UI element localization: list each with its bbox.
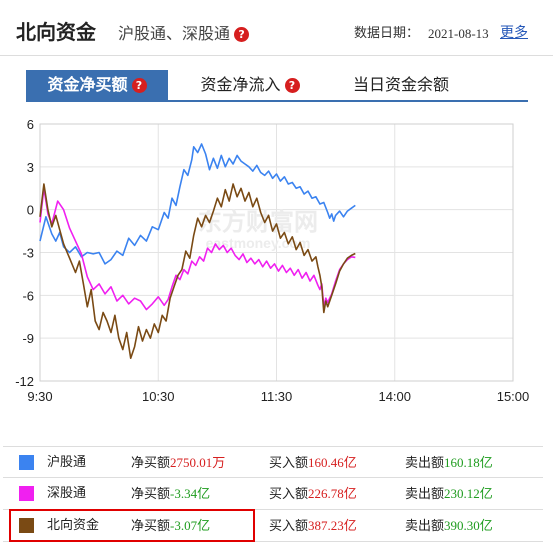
buy-label: 买入额 xyxy=(269,456,309,471)
watermark-en: eastmoney.com xyxy=(206,235,311,251)
y-axis-labels: 6 3 0 -3 -6 -9 -12 xyxy=(15,117,34,389)
buy-value: 387.23亿 xyxy=(308,518,357,533)
net-buy-label: 净买额 xyxy=(131,519,171,534)
sell-amount: 卖出额390.30亿 xyxy=(405,518,493,535)
sell-value: 390.30亿 xyxy=(444,518,493,533)
legend-row-sz: 深股通 净买额-3.34亿 买入额226.78亿 卖出额230.12亿 xyxy=(3,478,543,510)
tab-net-buy[interactable]: 资金净买额? xyxy=(26,70,168,100)
x-tick-label: 9:30 xyxy=(27,389,52,404)
net-buy: 净买额-3.34亿 xyxy=(131,486,210,503)
net-buy-value: -3.07亿 xyxy=(170,518,211,533)
y-tick-label: -9 xyxy=(22,331,34,346)
legend-swatch xyxy=(19,518,34,533)
series-line-沪股通 xyxy=(39,143,356,265)
x-tick-label: 11:30 xyxy=(261,389,293,404)
sell-value: 230.12亿 xyxy=(444,486,493,501)
buy-amount: 买入额160.46亿 xyxy=(269,455,357,472)
legend-name: 深股通 xyxy=(47,486,87,501)
x-tick-label: 14:00 xyxy=(378,389,411,404)
watermark-cn: 东方财富网 xyxy=(198,208,318,236)
sell-amount: 卖出额160.18亿 xyxy=(405,455,493,472)
tab-underline xyxy=(26,100,528,102)
buy-amount: 买入额387.23亿 xyxy=(269,518,357,535)
tab-net-inflow[interactable]: 资金净流入? xyxy=(186,70,314,100)
sell-label: 卖出额 xyxy=(405,487,445,502)
buy-value: 226.78亿 xyxy=(308,486,357,501)
net-buy: 净买额-3.07亿 xyxy=(131,518,210,535)
y-tick-label: -3 xyxy=(22,246,34,261)
y-tick-label: 0 xyxy=(27,203,34,218)
watermark: 东方财富网 eastmoney.com xyxy=(198,208,318,251)
date-label: 数据日期： xyxy=(354,26,420,41)
chart-grid xyxy=(39,123,514,382)
legend-row-north: 北向资金 净买额-3.07亿 买入额387.23亿 卖出额390.30亿 xyxy=(3,510,543,542)
net-buy-label: 净买额 xyxy=(131,456,171,471)
more-link[interactable]: 更多 xyxy=(500,25,528,41)
net-buy-value: -3.34亿 xyxy=(170,486,211,501)
tab-net-buy-label: 资金净买额 xyxy=(47,75,128,94)
legend-name: 沪股通 xyxy=(47,455,87,470)
legend-name: 北向资金 xyxy=(47,518,100,533)
header: 北向资金 沪股通、深股通? 数据日期： 2021-08-13 更多 xyxy=(0,0,553,56)
page-subtitle: 沪股通、深股通? xyxy=(118,24,250,44)
x-tick-label: 15:00 xyxy=(497,389,530,404)
y-tick-label: -12 xyxy=(15,374,34,389)
help-icon[interactable]: ? xyxy=(131,78,147,93)
legend-row-sh: 沪股通 净买额2750.01万 买入额160.46亿 卖出额160.18亿 xyxy=(3,446,543,478)
sell-value: 160.18亿 xyxy=(444,455,493,470)
series-line-深股通 xyxy=(39,187,356,311)
buy-amount: 买入额226.78亿 xyxy=(269,486,357,503)
tab-bar: 资金净买额? 资金净流入? 当日资金余额 xyxy=(0,56,553,104)
y-tick-label: 6 xyxy=(27,117,34,132)
y-tick-label: -6 xyxy=(22,288,34,303)
x-tick-label: 10:30 xyxy=(142,389,175,404)
net-buy-label: 净买额 xyxy=(131,487,171,502)
highlight-box xyxy=(9,509,255,542)
tab-daily-balance-label: 当日资金余额 xyxy=(352,75,449,94)
page-title: 北向资金 xyxy=(16,20,96,44)
buy-label: 买入额 xyxy=(269,519,309,534)
subtitle-text: 沪股通、深股通 xyxy=(118,24,231,43)
help-icon[interactable]: ? xyxy=(234,27,250,42)
sell-label: 卖出额 xyxy=(405,519,445,534)
legend-swatch xyxy=(19,455,34,470)
net-buy-chart[interactable]: 东方财富网 eastmoney.com 6 3 0 -3 -6 -9 -12 9:30 10:… xyxy=(0,104,553,404)
chart-lines xyxy=(39,143,356,359)
sell-amount: 卖出额230.12亿 xyxy=(405,486,493,503)
net-buy-value: 2750.01万 xyxy=(170,455,226,470)
buy-label: 买入额 xyxy=(269,487,309,502)
net-buy: 净买额2750.01万 xyxy=(131,455,225,472)
tab-daily-balance[interactable]: 当日资金余额 xyxy=(336,70,466,100)
series-line-北向资金 xyxy=(39,183,356,359)
legend-table: 沪股通 净买额2750.01万 买入额160.46亿 卖出额160.18亿 深股… xyxy=(3,446,543,542)
plot-border xyxy=(39,123,514,382)
legend-swatch xyxy=(19,486,34,501)
tab-net-inflow-label: 资金净流入 xyxy=(200,75,281,94)
buy-value: 160.46亿 xyxy=(308,455,357,470)
date-value: 2021-08-13 xyxy=(428,26,489,41)
y-tick-label: 3 xyxy=(27,160,34,175)
help-icon[interactable]: ? xyxy=(284,78,300,93)
x-axis-labels: 9:30 10:30 11:30 14:00 15:00 xyxy=(27,389,529,404)
sell-label: 卖出额 xyxy=(405,456,445,471)
